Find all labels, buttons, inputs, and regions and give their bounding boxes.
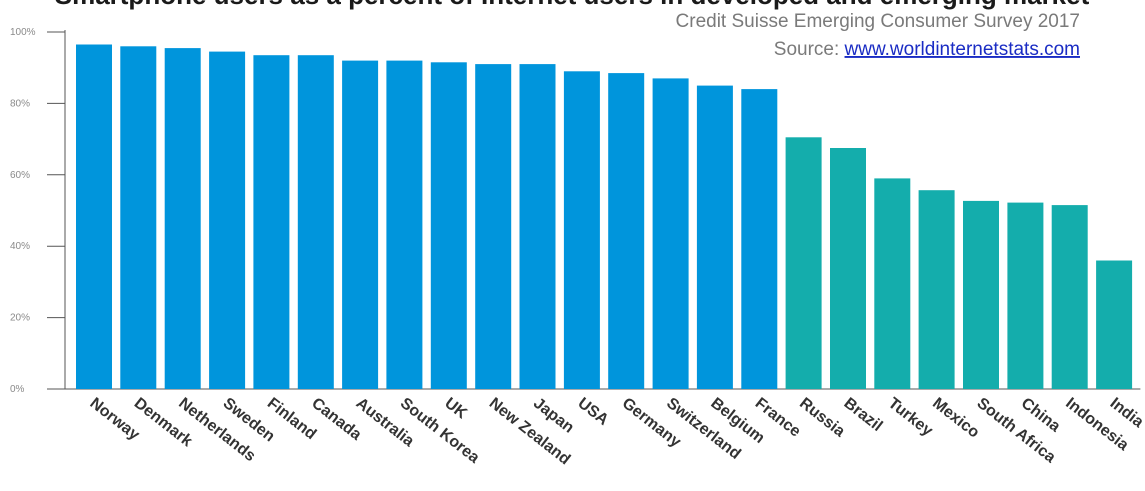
bar (253, 55, 290, 389)
x-category-label: South Africa (974, 395, 1059, 467)
bar (918, 190, 955, 389)
y-tick-label: 80% (10, 98, 30, 109)
y-tick-label: 20% (10, 313, 30, 324)
bar (519, 64, 556, 389)
chart-subtitle: Credit Suisse Emerging Consumer Survey 2… (676, 11, 1080, 32)
chart-title: Smartphone users as a percent of Interne… (55, 0, 1090, 10)
bar (963, 200, 999, 389)
y-tick-label: 60% (10, 170, 30, 181)
x-category-label: Russia (796, 395, 848, 441)
bar (1096, 260, 1133, 389)
x-category-label: Brazil (841, 395, 886, 435)
bars-group (76, 44, 1133, 390)
bar (1051, 205, 1088, 389)
x-category-label: USA (574, 395, 611, 429)
x-category-label: UK (441, 395, 470, 423)
bar (297, 55, 334, 389)
bar (76, 44, 112, 389)
bar (386, 60, 423, 389)
x-category-label: Mexico (929, 395, 982, 442)
bar (342, 60, 379, 389)
bar (120, 46, 157, 390)
bar (563, 71, 600, 390)
bar (1007, 202, 1044, 389)
bar (874, 178, 911, 389)
source-prefix: Source: (774, 39, 845, 60)
bar (652, 78, 689, 390)
x-category-label: Canada (308, 395, 364, 444)
y-tick-label: 0% (10, 384, 25, 395)
bar (164, 48, 201, 389)
y-tick-label: 100% (10, 27, 36, 38)
bar (608, 73, 645, 389)
category-labels: NorwayDenmarkNetherlandsSwedenFinlandCan… (87, 395, 1145, 469)
source-link[interactable]: www.worldinternetstats.com (844, 39, 1080, 60)
bar (741, 89, 778, 389)
bar (209, 51, 246, 389)
chart-source: Source: www.worldinternetstats.com (774, 39, 1080, 60)
bar (696, 85, 733, 389)
bar (430, 62, 467, 390)
x-category-label: Norway (87, 395, 143, 444)
bar (785, 137, 822, 389)
y-tick-label: 40% (10, 241, 30, 252)
bar (475, 64, 512, 389)
bar (830, 148, 866, 389)
x-category-label: Turkey (885, 395, 936, 440)
